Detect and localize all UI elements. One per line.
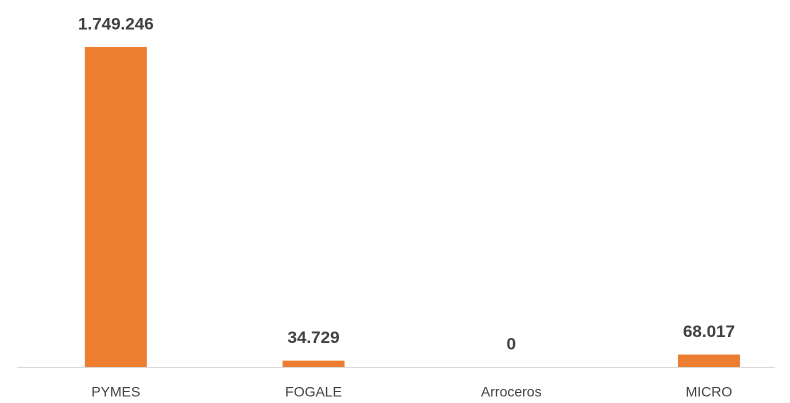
data-label: 1.749.246 (78, 14, 154, 33)
bar (282, 360, 345, 367)
x-tick-label: MICRO (686, 384, 733, 400)
bar (84, 47, 147, 367)
bar (677, 354, 740, 367)
data-label: 68.017 (683, 322, 735, 341)
data-label: 34.729 (288, 328, 340, 347)
x-tick-label: Arroceros (481, 384, 542, 400)
x-tick-label: PYMES (91, 384, 140, 400)
x-tick-label: FOGALE (285, 384, 342, 400)
data-label: 0 (507, 334, 516, 353)
